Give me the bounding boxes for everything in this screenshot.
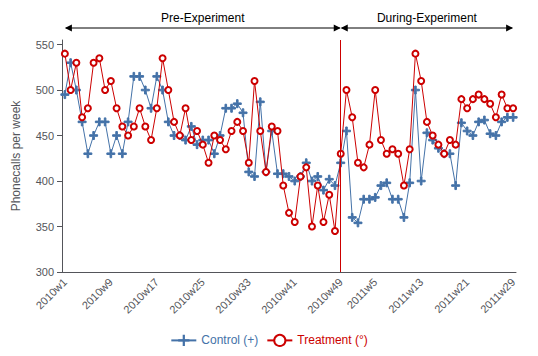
svg-text:2011w29: 2011w29 xyxy=(478,276,517,315)
svg-text:Control (+): Control (+) xyxy=(201,333,258,347)
svg-text:300: 300 xyxy=(36,266,54,278)
svg-text:550: 550 xyxy=(36,39,54,51)
svg-text:2010w41: 2010w41 xyxy=(259,276,299,316)
svg-text:Pre-Experiment: Pre-Experiment xyxy=(161,11,245,25)
svg-text:2010w49: 2010w49 xyxy=(305,276,345,316)
svg-text:2010w17: 2010w17 xyxy=(121,276,161,316)
svg-text:During-Experiment: During-Experiment xyxy=(377,11,478,25)
svg-text:Treatment (°): Treatment (°) xyxy=(297,333,367,347)
svg-text:2011w21: 2011w21 xyxy=(432,276,471,315)
svg-text:450: 450 xyxy=(36,130,54,142)
svg-text:400: 400 xyxy=(36,175,54,187)
svg-text:2010w25: 2010w25 xyxy=(167,276,207,316)
svg-text:350: 350 xyxy=(36,221,54,233)
svg-text:Phonecalls per week: Phonecalls per week xyxy=(9,100,23,212)
svg-text:2010w33: 2010w33 xyxy=(213,276,253,316)
svg-text:2010w1: 2010w1 xyxy=(33,276,69,312)
svg-text:2010w9: 2010w9 xyxy=(79,276,115,312)
svg-text:2011w5: 2011w5 xyxy=(344,276,379,311)
svg-text:500: 500 xyxy=(36,84,54,96)
svg-text:2011w13: 2011w13 xyxy=(386,276,425,315)
